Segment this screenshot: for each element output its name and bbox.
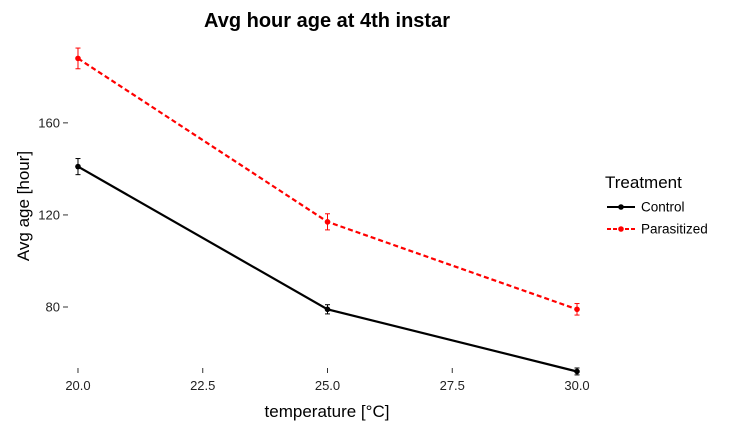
y-tick-label: 160 bbox=[38, 115, 60, 130]
y-axis: 80 120 160 bbox=[38, 115, 68, 315]
data-point-control bbox=[574, 368, 580, 375]
plot-area bbox=[75, 47, 580, 376]
x-axis-title: temperature [°C] bbox=[265, 402, 390, 421]
legend-title: Treatment bbox=[605, 173, 682, 192]
x-axis: 20.0 22.5 25.0 27.5 30.0 bbox=[65, 368, 590, 393]
x-tick-label: 27.5 bbox=[440, 378, 465, 393]
y-axis-title: Avg age [hour] bbox=[14, 151, 33, 261]
data-point-parasitized bbox=[324, 219, 331, 225]
chart-title: Avg hour age at 4th instar bbox=[204, 10, 450, 32]
x-tick-label: 20.0 bbox=[65, 378, 90, 393]
data-point-parasitized bbox=[75, 55, 81, 62]
x-tick-label: 22.5 bbox=[190, 378, 215, 393]
legend-label-parasitized: Parasitized bbox=[641, 222, 708, 237]
series-line-parasitized bbox=[77, 57, 578, 311]
legend-label-control: Control bbox=[641, 200, 685, 215]
x-tick-label: 25.0 bbox=[315, 378, 340, 393]
legend-key-point-parasitized bbox=[618, 226, 624, 232]
data-point-parasitized bbox=[574, 306, 580, 313]
x-tick-label: 30.0 bbox=[564, 378, 589, 393]
data-point-control bbox=[75, 163, 81, 170]
legend-key-point-control bbox=[618, 204, 624, 210]
legend: Treatment Control Parasitized bbox=[605, 173, 708, 237]
y-tick-label: 80 bbox=[46, 300, 60, 315]
y-tick-label: 120 bbox=[38, 207, 60, 222]
series-line-control bbox=[77, 165, 578, 373]
data-point-control bbox=[324, 306, 331, 313]
